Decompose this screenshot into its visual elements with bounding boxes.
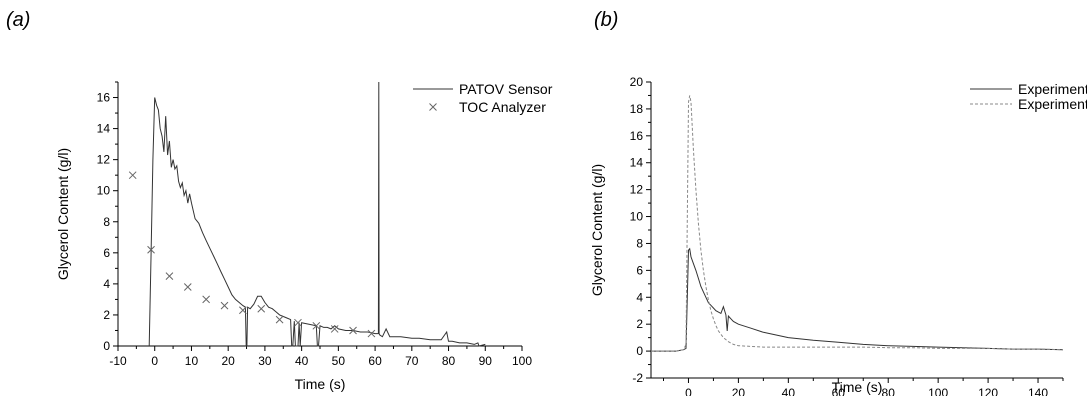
data-point-x-marker <box>202 295 210 304</box>
y-axis-label: Glycerol Content (g/l) <box>589 164 605 296</box>
x-tick-label: 0 <box>151 354 158 368</box>
x-tick-label: 30 <box>258 354 272 368</box>
data-point-x-marker <box>330 325 339 333</box>
panel-label: (b) <box>594 9 618 31</box>
y-tick-label: 14 <box>630 156 644 170</box>
x-tick-label: 90 <box>479 354 493 368</box>
x-tick-label: 20 <box>732 386 746 396</box>
data-point-x-marker <box>183 283 192 291</box>
data-point-x-marker <box>294 318 302 327</box>
y-tick-label: 18 <box>630 102 644 116</box>
y-tick-label: 4 <box>636 290 643 304</box>
data-point-x-marker <box>349 326 357 335</box>
x-tick-label: 40 <box>295 354 309 368</box>
x-tick-label: 140 <box>1028 386 1048 396</box>
y-tick-label: 4 <box>103 277 110 291</box>
chart-panel-b: (b) -2 0 2 4 6 8 10 12 14 16 18 20 0 20 40 60 80 100 120 140… <box>589 9 1087 396</box>
x-tick-label: 70 <box>405 354 419 368</box>
x-tick-label: 10 <box>185 354 199 368</box>
x-tick-label: 80 <box>882 386 896 396</box>
x-axis-label: Time (s) <box>832 379 883 395</box>
y-tick-label: 2 <box>103 308 110 322</box>
data-point-x-marker <box>257 304 266 313</box>
y-tick-label: 16 <box>630 129 644 143</box>
x-tick-label: 50 <box>332 354 346 368</box>
y-tick-label: 10 <box>630 210 644 224</box>
data-point-x-marker <box>165 272 174 280</box>
y-tick-label: 0 <box>103 339 110 353</box>
data-point-x-marker <box>128 171 137 180</box>
x-tick-label: 20 <box>222 354 236 368</box>
x-tick-label: 60 <box>368 354 382 368</box>
y-tick-label: 12 <box>630 183 644 197</box>
y-tick-label: 8 <box>103 215 110 229</box>
legend-label: Experiment 1 <box>1018 81 1087 97</box>
x-tick-label: 60 <box>832 386 846 396</box>
data-point-x-marker <box>367 329 376 338</box>
legend-label: TOC Analyzer <box>459 99 546 115</box>
x-tick-label: 40 <box>782 386 796 396</box>
data-point-x-marker <box>220 301 229 310</box>
data-point-x-marker <box>312 321 321 330</box>
data-point-x-marker <box>239 306 247 315</box>
series-line-1 <box>148 81 486 347</box>
y-tick-label: 20 <box>630 75 644 89</box>
y-tick-label: -2 <box>632 371 643 385</box>
x-tick-label: 80 <box>442 354 456 368</box>
y-tick-label: 10 <box>97 184 111 198</box>
x-tick-label: 100 <box>928 386 948 396</box>
y-tick-label: 6 <box>636 263 643 277</box>
y-axis-label: Glycerol Content (g/l) <box>55 148 71 280</box>
y-tick-label: 0 <box>636 344 643 358</box>
legend-label: Experiment 2 <box>1018 96 1087 112</box>
data-point-x-marker <box>147 245 155 254</box>
y-tick-label: 14 <box>97 122 111 136</box>
y-tick-label: 16 <box>97 91 111 105</box>
y-tick-label: 12 <box>97 153 111 167</box>
legend-marker <box>429 103 437 111</box>
x-axis-label: Time (s) <box>295 376 346 392</box>
data-point-x-marker <box>275 315 284 324</box>
series-line-2 <box>651 95 1064 352</box>
y-tick-label: 2 <box>636 317 643 331</box>
y-tick-label: 6 <box>103 246 110 260</box>
legend-label: PATOV Sensor <box>459 81 553 97</box>
y-tick-label: 8 <box>636 236 643 250</box>
x-tick-label: 0 <box>685 386 692 396</box>
x-tick-label: 120 <box>978 386 998 396</box>
x-tick-label: -10 <box>109 354 127 368</box>
series-line-1 <box>651 247 1064 352</box>
panel-label: (a) <box>6 9 30 31</box>
x-tick-label: 100 <box>512 354 532 368</box>
